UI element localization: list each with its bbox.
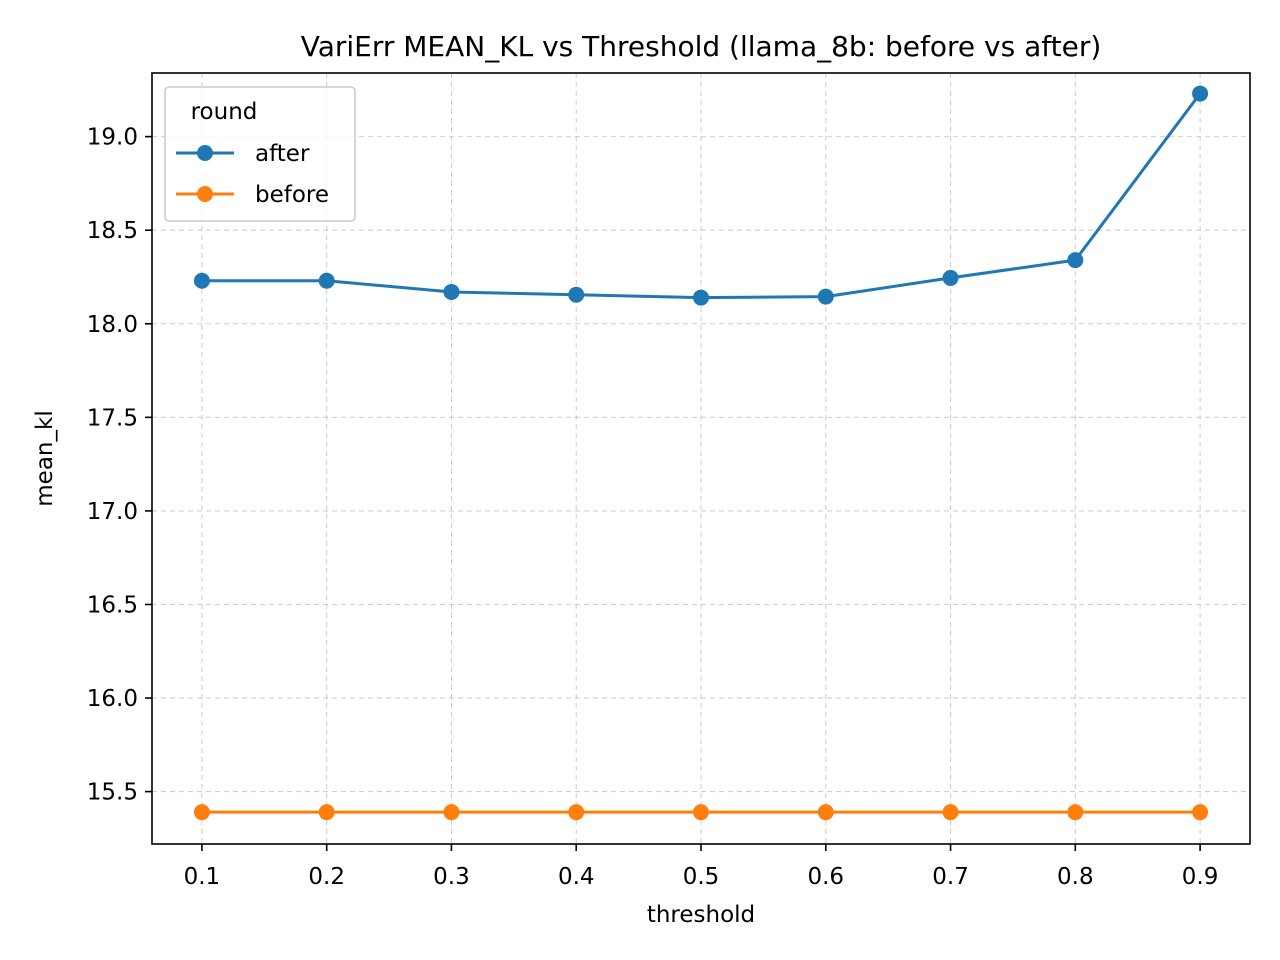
series-layer — [193, 85, 1209, 821]
data-point-after — [693, 289, 709, 306]
x-tick-label: 0.7 — [932, 864, 969, 890]
x-tick-label: 0.8 — [1057, 864, 1094, 890]
y-tick-label: 17.5 — [87, 405, 138, 431]
data-point-before — [693, 804, 709, 821]
data-point-before — [568, 804, 585, 821]
legend-label-before: before — [255, 182, 329, 208]
y-tick-label: 17.0 — [87, 499, 138, 525]
data-point-before — [443, 804, 460, 821]
legend-label-after: after — [255, 141, 310, 167]
data-point-after — [193, 272, 210, 289]
y-tick-label: 18.5 — [87, 218, 138, 244]
y-tick-label: 18.0 — [87, 312, 138, 338]
x-tick-label: 0.1 — [184, 864, 221, 890]
x-tick-label: 0.3 — [433, 864, 470, 890]
data-point-after — [1067, 252, 1084, 269]
y-axis-title: mean_kl — [32, 410, 58, 506]
data-point-before — [318, 804, 335, 821]
y-axis: 15.5 16.0 16.5 17.0 17.5 18.0 18.5 19.0 — [87, 125, 152, 806]
legend-box — [164, 86, 356, 222]
x-tick-label: 0.9 — [1182, 864, 1219, 890]
legend-swatch-marker-after — [197, 145, 213, 161]
x-axis: 0.1 0.2 0.3 0.4 0.5 0.6 0.7 0.8 0.9 — [184, 844, 1219, 890]
chart-title: VariErr MEAN_KL vs Threshold (llama_8b: … — [301, 30, 1102, 63]
data-point-before — [1067, 804, 1084, 821]
y-tick-label: 15.5 — [87, 780, 138, 806]
series-after — [193, 85, 1209, 306]
data-point-after — [443, 283, 460, 300]
y-tick-label: 16.0 — [87, 686, 138, 712]
x-tick-label: 0.4 — [558, 864, 595, 890]
data-point-after — [318, 272, 335, 289]
legend-items: after before — [176, 141, 329, 208]
legend-swatch-marker-before — [197, 186, 213, 202]
x-tick-label: 0.2 — [308, 864, 345, 890]
x-tick-label: 0.6 — [807, 864, 844, 890]
data-point-before — [1192, 804, 1209, 821]
legend-title: round — [191, 99, 258, 125]
x-tick-label: 0.5 — [683, 864, 720, 890]
y-tick-label: 16.5 — [87, 592, 138, 618]
data-point-before — [942, 804, 959, 821]
legend: round after before — [164, 86, 356, 222]
data-point-after — [568, 286, 585, 303]
data-point-before — [817, 804, 834, 821]
data-point-after — [1192, 85, 1209, 102]
data-point-after — [942, 269, 959, 286]
y-tick-label: 19.0 — [87, 125, 138, 151]
data-point-before — [193, 804, 210, 821]
x-axis-title: threshold — [647, 902, 755, 928]
series-before — [193, 804, 1209, 821]
data-point-after — [817, 288, 834, 305]
